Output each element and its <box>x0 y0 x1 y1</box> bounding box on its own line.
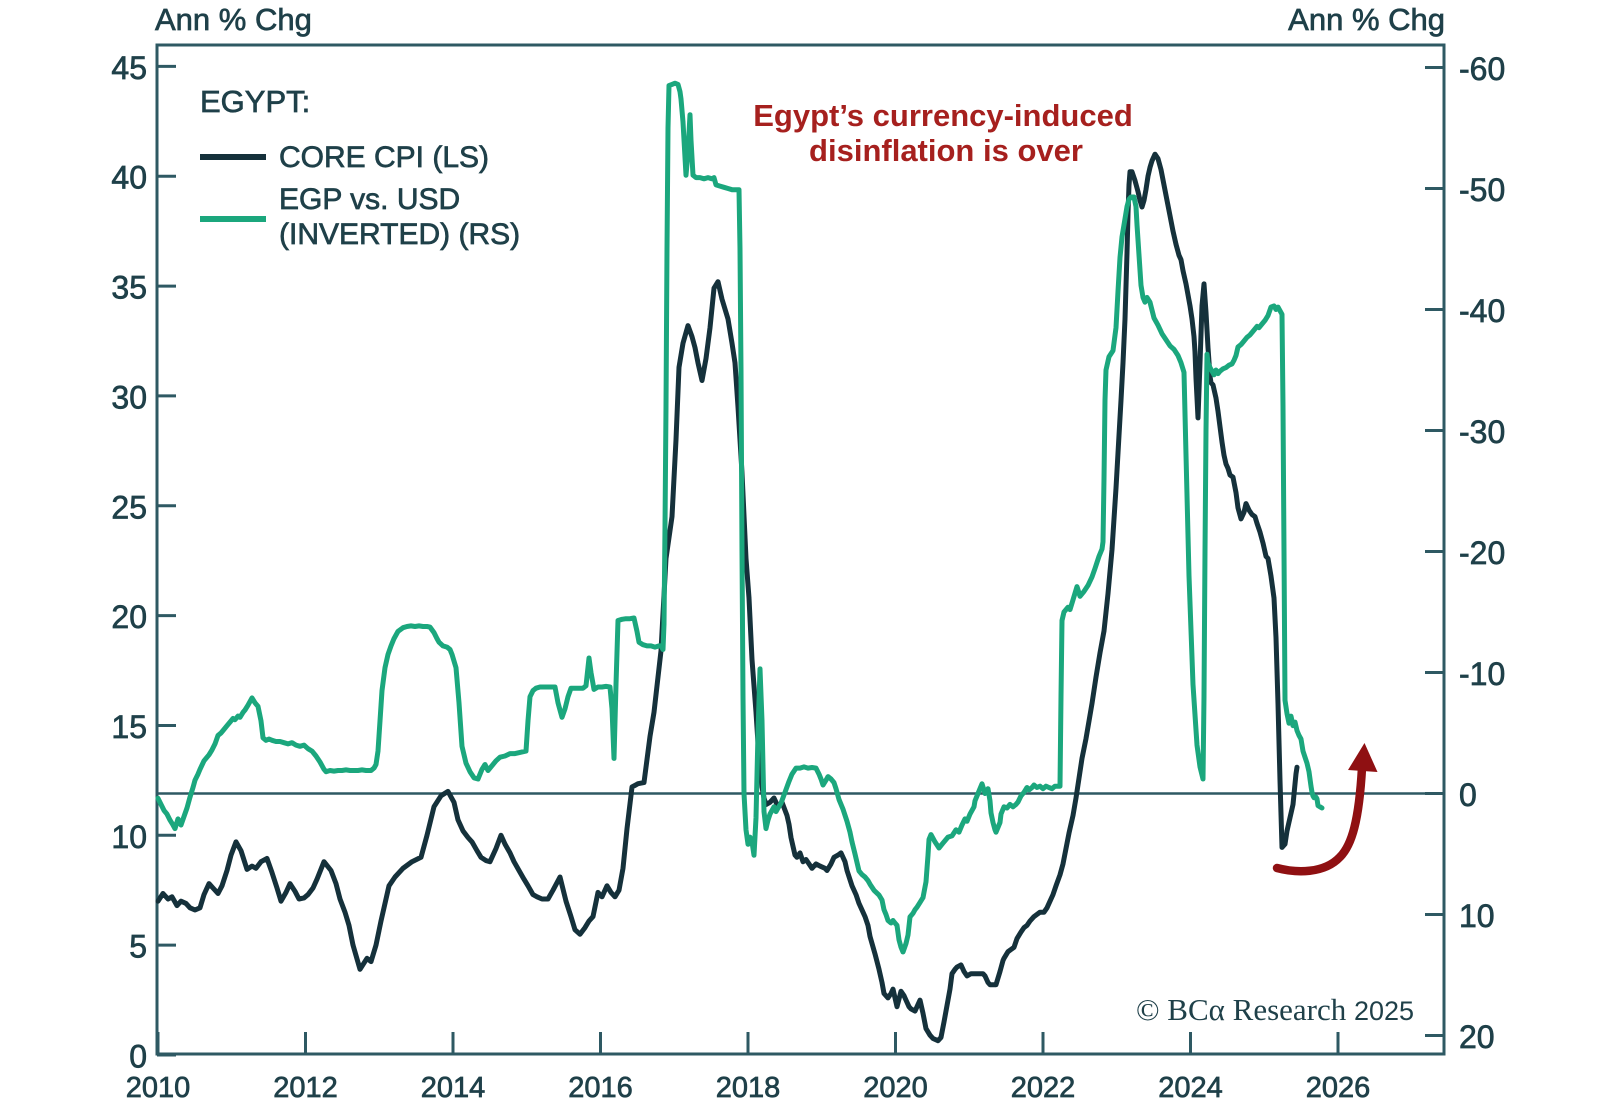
svg-text:0: 0 <box>1459 777 1477 813</box>
svg-text:10: 10 <box>1459 898 1495 934</box>
svg-text:2014: 2014 <box>421 1072 486 1104</box>
svg-text:2022: 2022 <box>1011 1072 1076 1104</box>
svg-text:Ann % Chg: Ann % Chg <box>1288 2 1445 37</box>
svg-text:EGYPT:: EGYPT: <box>200 84 310 119</box>
svg-text:35: 35 <box>111 270 147 306</box>
svg-text:2012: 2012 <box>273 1072 338 1104</box>
svg-text:15: 15 <box>111 709 147 745</box>
svg-text:5: 5 <box>129 929 147 965</box>
svg-text:20: 20 <box>111 599 147 635</box>
svg-text:2020: 2020 <box>863 1072 928 1104</box>
svg-text:-40: -40 <box>1459 293 1505 329</box>
svg-text:25: 25 <box>111 489 147 525</box>
svg-text:disinflation is over: disinflation is over <box>809 133 1083 168</box>
svg-text:2016: 2016 <box>568 1072 633 1104</box>
svg-text:2010: 2010 <box>126 1072 191 1104</box>
svg-text:-50: -50 <box>1459 172 1505 208</box>
svg-text:-10: -10 <box>1459 656 1505 692</box>
svg-text:20: 20 <box>1459 1019 1495 1055</box>
svg-text:40: 40 <box>111 160 147 196</box>
svg-text:EGP vs. USD: EGP vs. USD <box>279 183 460 216</box>
svg-text:2024: 2024 <box>1158 1072 1223 1104</box>
svg-text:-20: -20 <box>1459 535 1505 571</box>
svg-text:Egypt’s currency-induced: Egypt’s currency-induced <box>753 98 1133 133</box>
svg-text:CORE CPI (LS): CORE CPI (LS) <box>279 141 489 174</box>
svg-text:10: 10 <box>111 819 147 855</box>
svg-text:(INVERTED) (RS): (INVERTED) (RS) <box>279 218 520 251</box>
svg-text:0: 0 <box>129 1039 147 1075</box>
svg-text:2026: 2026 <box>1306 1072 1371 1104</box>
svg-text:Ann % Chg: Ann % Chg <box>155 2 312 37</box>
svg-text:© BCα Research 2025: © BCα Research 2025 <box>1136 992 1414 1027</box>
svg-text:2018: 2018 <box>716 1072 781 1104</box>
svg-text:-30: -30 <box>1459 414 1505 450</box>
svg-text:-60: -60 <box>1459 51 1505 87</box>
svg-text:45: 45 <box>111 50 147 86</box>
svg-text:30: 30 <box>111 379 147 415</box>
